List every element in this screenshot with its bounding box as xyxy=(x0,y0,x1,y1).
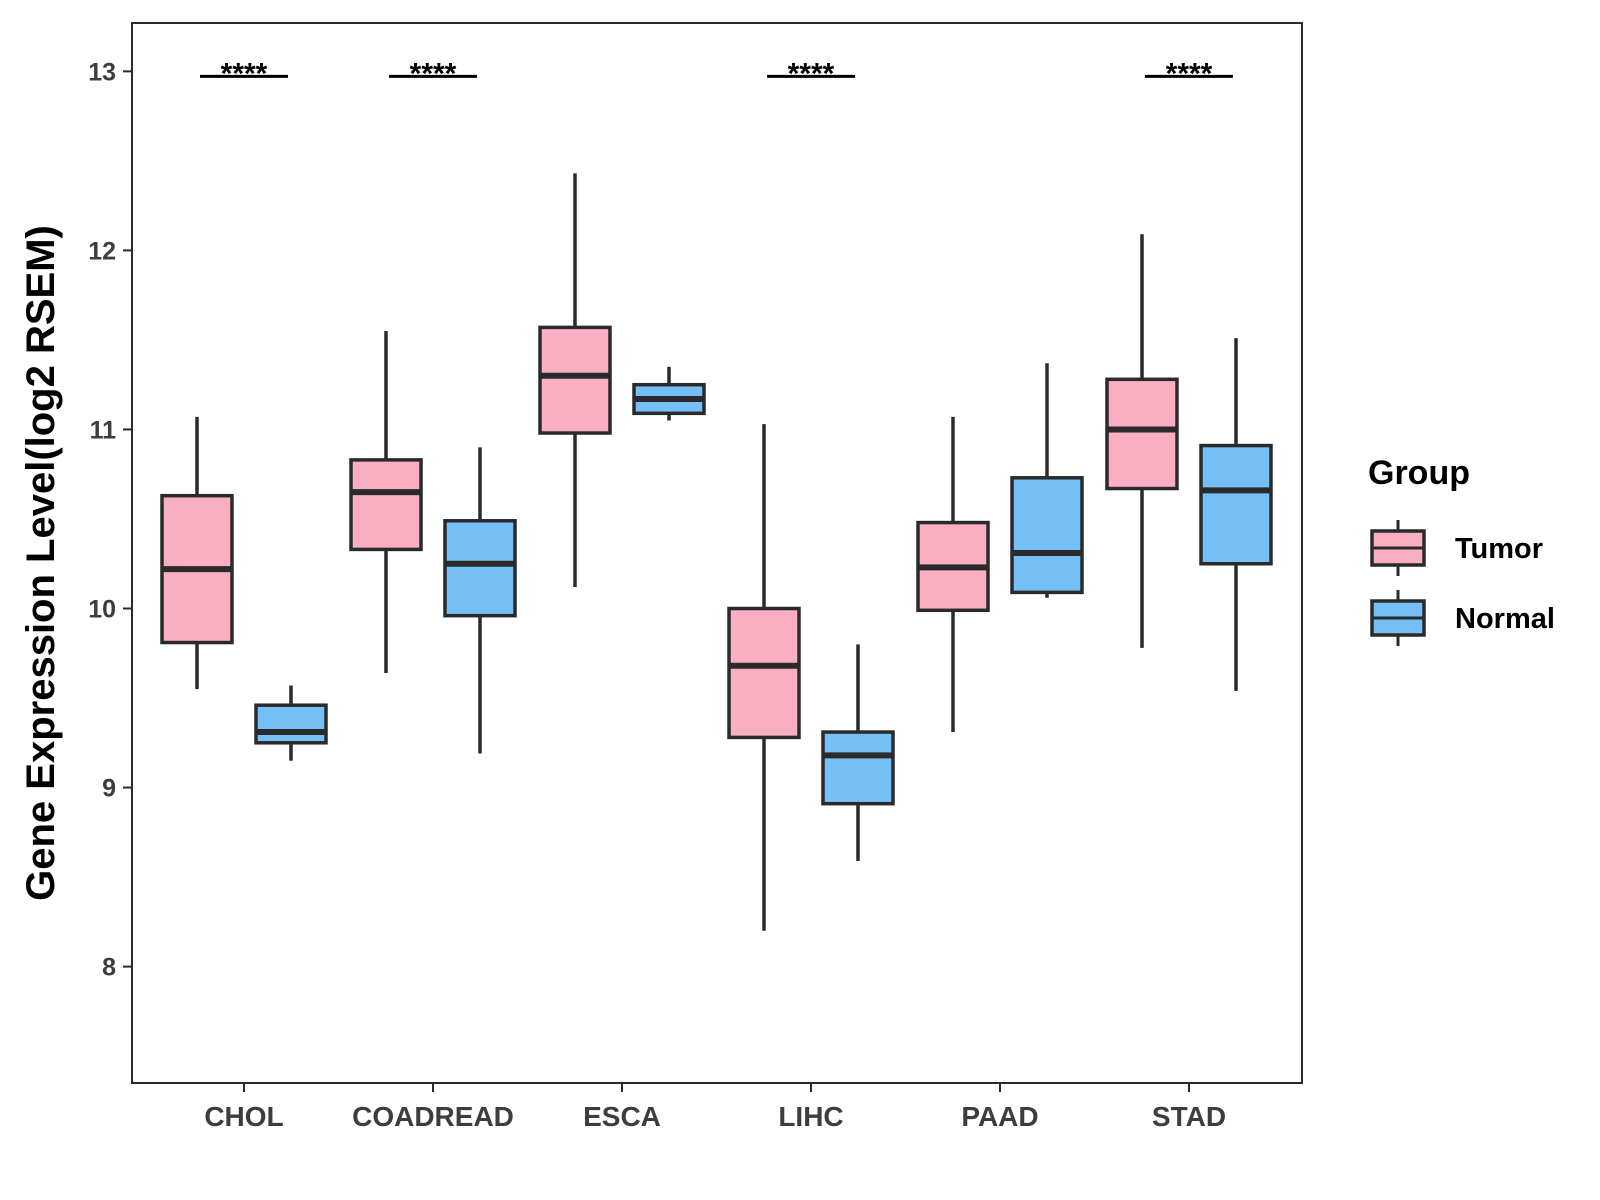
y-tick-label: 12 xyxy=(88,237,116,265)
y-tick-label: 13 xyxy=(88,58,116,86)
box-normal-chol xyxy=(254,703,328,745)
y-axis-title: Gene Expression Level(log2 RSEM) xyxy=(19,225,63,901)
x-tick-label: PAAD xyxy=(961,1101,1038,1132)
y-tick-label: 8 xyxy=(102,954,116,982)
y-tick-label: 10 xyxy=(88,596,116,624)
y-tick-label: 11 xyxy=(90,416,117,444)
box-normal-stad xyxy=(1199,443,1273,566)
x-tick-label: COADREAD xyxy=(352,1101,514,1132)
box-normal-coadread xyxy=(443,519,517,618)
legend-label-tumor: Tumor xyxy=(1455,533,1543,565)
box-tumor-coadread xyxy=(349,458,423,552)
box-tumor-esca xyxy=(538,325,612,435)
x-tick-label: ESCA xyxy=(583,1101,661,1132)
box-tumor-stad xyxy=(1105,377,1179,491)
legend-label-normal: Normal xyxy=(1455,603,1555,635)
significance-label: **** xyxy=(788,57,835,90)
plot-panel-border xyxy=(131,22,1303,1084)
x-tick-label: LIHC xyxy=(778,1101,843,1132)
box-normal-paad xyxy=(1010,476,1084,595)
x-tick-label: STAD xyxy=(1152,1101,1226,1132)
significance-label: **** xyxy=(221,57,268,90)
significance-label: **** xyxy=(1166,57,1213,90)
legend-title: Group xyxy=(1368,454,1470,492)
x-tick-label: CHOL xyxy=(204,1101,283,1132)
box-tumor-lihc xyxy=(727,606,801,740)
significance-label: **** xyxy=(410,57,457,90)
box-normal-lihc xyxy=(821,730,895,806)
y-tick-label: 9 xyxy=(102,775,116,803)
